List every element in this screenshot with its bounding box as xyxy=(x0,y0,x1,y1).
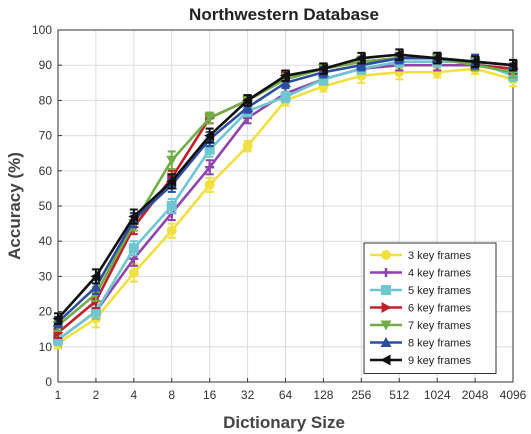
legend-label: 9 key frames xyxy=(408,355,471,367)
data-point xyxy=(90,270,101,282)
data-point xyxy=(90,281,102,292)
legend-label: 6 key frames xyxy=(408,303,471,315)
y-tick-label: 70 xyxy=(39,129,53,143)
legend-marker xyxy=(381,285,391,295)
y-tick-label: 100 xyxy=(32,23,52,37)
legend-label: 5 key frames xyxy=(408,285,471,297)
data-point xyxy=(242,141,253,152)
legend-marker xyxy=(381,302,392,313)
x-tick-label: 2 xyxy=(93,388,100,402)
y-tick-label: 90 xyxy=(39,58,53,72)
x-tick-label: 256 xyxy=(351,388,371,402)
plot-area: 0 10 20 30 40 50 60 70 80 90 100 1 2 4 8 16 32 64 128 256 51… xyxy=(32,23,527,402)
x-tick-label: 1 xyxy=(55,388,62,402)
data-point xyxy=(393,49,404,61)
x-tick-label: 128 xyxy=(313,388,333,402)
data-point xyxy=(205,162,215,172)
data-point xyxy=(128,243,139,254)
chart-title: Northwestern Database xyxy=(189,5,379,24)
legend-label: 7 key frames xyxy=(408,320,471,332)
legend-marker xyxy=(381,268,391,277)
data-point xyxy=(204,130,215,142)
legend-marker xyxy=(380,320,392,331)
legend-marker xyxy=(380,354,391,366)
data-point xyxy=(128,211,139,223)
data-point xyxy=(166,155,178,166)
data-point xyxy=(507,59,518,71)
y-axis-title: Accuracy (%) xyxy=(5,152,24,260)
legend-label: 4 key frames xyxy=(408,268,471,280)
x-tick-label: 8 xyxy=(168,388,175,402)
data-point xyxy=(280,70,290,82)
data-point xyxy=(431,52,442,64)
x-tick-label: 1024 xyxy=(424,388,451,402)
data-point xyxy=(317,63,328,75)
legend: 3 key frames 4 key frames 5 key frames 6 ke… xyxy=(363,242,497,374)
data-point xyxy=(280,91,291,102)
y-tick-label: 50 xyxy=(39,199,53,213)
data-point xyxy=(128,267,139,278)
data-point xyxy=(166,225,177,236)
legend-label: 3 key frames xyxy=(408,250,471,262)
y-tick-label: 10 xyxy=(39,340,53,354)
y-tick-label: 30 xyxy=(39,269,53,283)
legend-label: 8 key frames xyxy=(408,338,471,350)
legend-marker xyxy=(381,250,391,260)
x-tick-label: 2048 xyxy=(462,388,489,402)
y-tick-label: 20 xyxy=(39,305,53,319)
x-tick-label: 4 xyxy=(130,388,137,402)
x-tick-label: 512 xyxy=(389,388,409,402)
x-tick-label: 4096 xyxy=(500,388,527,402)
x-tick-label: 16 xyxy=(203,388,217,402)
data-point xyxy=(204,179,215,190)
y-tick-label: 60 xyxy=(39,164,53,178)
y-tick-label: 80 xyxy=(39,93,53,107)
data-point xyxy=(469,56,480,68)
data-point xyxy=(166,201,177,211)
x-tick-label: 32 xyxy=(241,388,255,402)
y-tick-label: 40 xyxy=(39,234,53,248)
data-point xyxy=(355,52,366,64)
x-axis-title: Dictionary Size xyxy=(223,413,345,432)
data-point xyxy=(242,94,253,106)
data-point xyxy=(52,313,63,325)
legend-marker xyxy=(380,337,392,347)
data-point xyxy=(166,175,177,187)
data-point xyxy=(204,113,216,124)
data-point xyxy=(280,77,291,88)
data-point xyxy=(355,59,367,70)
series-9-key-frames xyxy=(52,48,518,325)
x-tick-label: 64 xyxy=(279,388,293,402)
y-tick-label: 0 xyxy=(45,375,52,389)
data-point xyxy=(242,101,254,112)
